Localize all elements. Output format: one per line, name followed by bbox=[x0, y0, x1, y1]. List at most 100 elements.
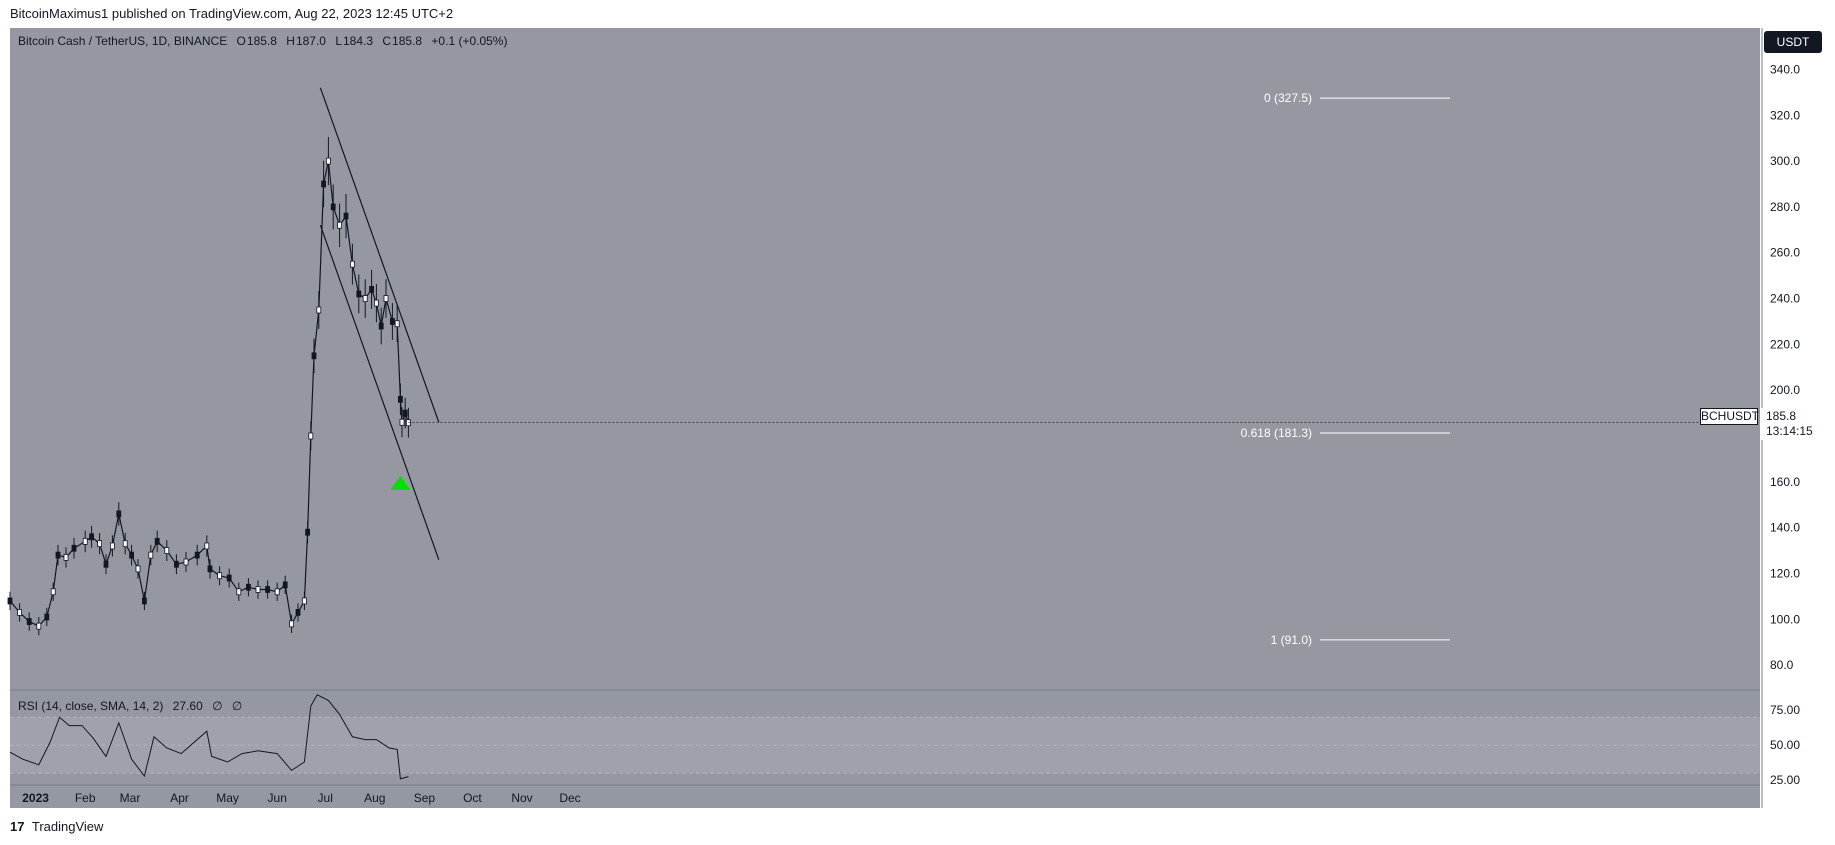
candle-body-51 bbox=[373, 299, 379, 307]
candle-body-17 bbox=[135, 565, 141, 573]
candle-body-19 bbox=[148, 551, 154, 559]
x-tick-label-10: Nov bbox=[511, 791, 532, 805]
rsi-tick-label-2: 25.00 bbox=[1770, 773, 1800, 787]
channel-line-1[interactable] bbox=[319, 225, 440, 560]
green-arrow-icon bbox=[390, 475, 411, 490]
rsi-value: 27.60 bbox=[172, 699, 203, 713]
x-tick-label-1: Feb bbox=[75, 791, 96, 805]
candle-body-46 bbox=[343, 212, 349, 220]
candle-body-42 bbox=[321, 180, 327, 188]
candle-body-34 bbox=[282, 581, 288, 589]
y-tick-label-9: 160.0 bbox=[1770, 475, 1800, 489]
candle-body-26 bbox=[207, 565, 213, 573]
close-label: C bbox=[382, 34, 392, 48]
tradingview-logo-icon: 17 bbox=[10, 819, 25, 834]
candle-body-25 bbox=[204, 542, 210, 550]
candle-body-55 bbox=[394, 320, 400, 328]
candle-body-27 bbox=[217, 572, 223, 580]
candle-body-21 bbox=[164, 547, 170, 554]
channel-line-0[interactable] bbox=[319, 87, 440, 423]
candle-body-30 bbox=[245, 583, 251, 591]
candle-body-28 bbox=[226, 574, 232, 582]
candle-body-15 bbox=[122, 540, 128, 548]
candle-body-5 bbox=[50, 588, 56, 596]
candle-body-43 bbox=[325, 157, 331, 165]
rsi-extra-2: ∅ bbox=[231, 699, 243, 713]
candle-body-31 bbox=[255, 586, 261, 593]
candle-body-10 bbox=[89, 533, 94, 541]
candle-body-24 bbox=[194, 551, 200, 559]
footer-brand: TradingView bbox=[31, 819, 104, 834]
y-tick-label-1: 320.0 bbox=[1770, 108, 1800, 122]
candle-body-32 bbox=[265, 586, 271, 593]
candle-body-1 bbox=[17, 609, 23, 616]
rsi-legend: RSI (14, close, SMA, 14, 2) 27.60 ∅ ∅ bbox=[18, 699, 242, 713]
candle-body-23 bbox=[183, 558, 189, 566]
fib-level-label-1: 0.618 (181.3) bbox=[1241, 426, 1312, 440]
candle-body-9 bbox=[82, 537, 88, 545]
candle-body-47 bbox=[349, 260, 355, 268]
candle-body-38 bbox=[305, 528, 311, 536]
candle-body-52 bbox=[378, 322, 384, 330]
top-bar: BitcoinMaximus1 published on TradingView… bbox=[0, 0, 1835, 28]
candle-body-18 bbox=[141, 597, 147, 605]
candle-body-6 bbox=[55, 551, 61, 559]
last-price-box: 185.8 13:14:15 bbox=[1760, 408, 1822, 440]
rsi-tick-label-1: 50.00 bbox=[1770, 738, 1800, 752]
rsi-line bbox=[9, 694, 409, 780]
candle-body-7 bbox=[63, 554, 69, 561]
high-label: H bbox=[286, 34, 295, 48]
candle-body-41 bbox=[316, 306, 322, 314]
candle-body-45 bbox=[337, 221, 343, 229]
candle-body-56 bbox=[397, 395, 403, 403]
candle-body-0 bbox=[7, 597, 13, 605]
candle-body-49 bbox=[362, 295, 368, 302]
low-label: L bbox=[335, 34, 342, 48]
low-value: 184.3 bbox=[343, 34, 374, 48]
fib-level-label-2: 1 (91.0) bbox=[1271, 633, 1312, 647]
candle-body-13 bbox=[110, 542, 115, 550]
candle-body-39 bbox=[308, 432, 314, 440]
rsi-extra-1: ∅ bbox=[212, 699, 223, 713]
price-close-line bbox=[9, 160, 409, 627]
x-tick-label-4: May bbox=[216, 791, 239, 805]
candle-body-8 bbox=[71, 544, 77, 552]
candle-body-2 bbox=[26, 618, 32, 625]
y-tick-label-7: 200.0 bbox=[1770, 383, 1800, 397]
symbol-name: Bitcoin Cash / TetherUS, 1D, BINANCE bbox=[18, 34, 228, 48]
y-tick-label-3: 280.0 bbox=[1770, 200, 1800, 214]
candle-body-40 bbox=[311, 352, 317, 360]
x-tick-label-2: Mar bbox=[120, 791, 141, 805]
x-tick-label-9: Oct bbox=[463, 791, 482, 805]
candle-body-44 bbox=[330, 203, 336, 211]
x-tick-label-7: Aug bbox=[364, 791, 385, 805]
y-tick-label-12: 100.0 bbox=[1770, 612, 1800, 626]
x-tick-label-0: 2023 bbox=[22, 791, 49, 805]
candle-body-22 bbox=[173, 560, 179, 568]
y-tick-label-2: 300.0 bbox=[1770, 154, 1800, 168]
currency-button[interactable]: USDT bbox=[1764, 31, 1822, 53]
y-tick-label-11: 120.0 bbox=[1770, 566, 1800, 580]
candle-body-48 bbox=[356, 290, 362, 298]
x-tick-label-6: Jul bbox=[318, 791, 333, 805]
x-tick-label-5: Jun bbox=[268, 791, 287, 805]
last-price: 185.8 bbox=[1766, 409, 1797, 423]
candle-body-57 bbox=[399, 418, 405, 426]
rsi-title: RSI (14, close, SMA, 14, 2) bbox=[18, 699, 164, 713]
fib-level-label-0: 0 (327.5) bbox=[1264, 91, 1312, 105]
chart-panel[interactable] bbox=[10, 28, 1760, 808]
candle-body-33 bbox=[274, 588, 280, 596]
open-label: O bbox=[236, 34, 246, 48]
change-value: +0.1 (+0.05%) bbox=[431, 34, 508, 48]
candle-body-16 bbox=[129, 551, 135, 559]
open-value: 185.8 bbox=[246, 34, 277, 48]
x-tick-label-8: Sep bbox=[414, 791, 436, 805]
candle-body-58 bbox=[402, 409, 408, 417]
ticker-tag: BCHUSDT bbox=[1700, 408, 1760, 425]
y-tick-label-0: 340.0 bbox=[1770, 62, 1800, 76]
close-value: 185.8 bbox=[392, 34, 423, 48]
rsi-tick-label-0: 75.00 bbox=[1770, 703, 1800, 717]
y-tick-label-13: 80.0 bbox=[1770, 658, 1794, 672]
candle-body-14 bbox=[116, 510, 122, 518]
